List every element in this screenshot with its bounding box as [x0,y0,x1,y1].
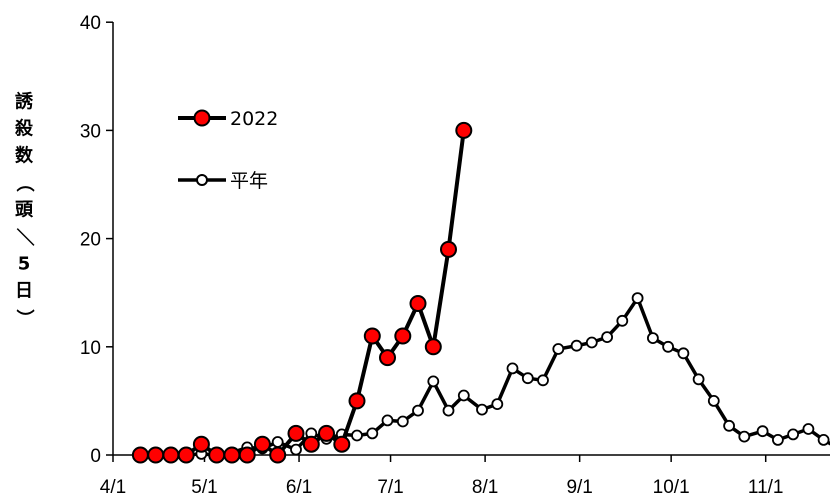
x-tick-label: 11/1 [748,477,784,498]
data-point [457,389,470,402]
data-point [290,443,302,456]
x-ticks: 4/1 5/1 6/1 7/1 8/1 9/1 10/1 11/1 [100,455,784,498]
data-point [647,332,659,345]
y-axis-label-char: 数 [15,145,34,167]
x-tick-label: 10/1 [653,477,690,498]
x-tick-label: 7/1 [377,477,403,498]
data-point [253,435,271,453]
y-tick-label: 0 [90,446,101,467]
data-point [271,436,284,448]
data-point [162,446,180,464]
data-point [521,372,534,385]
data-point [738,430,751,443]
series-2022 [131,121,473,464]
legend-label: 平年 [230,170,268,192]
data-point [366,427,379,440]
legend-item: 平年 [178,170,268,192]
data-point [131,446,149,464]
data-point [223,446,241,464]
data-point [379,349,396,367]
data-point [692,373,705,386]
data-point [476,403,488,416]
series-line [140,130,466,457]
data-point [601,331,613,344]
y-axis-label-char: ／ [14,228,35,246]
data-point [787,428,799,441]
data-point [442,404,455,417]
data-point [348,392,366,410]
legend: 2022 平年 [178,108,278,192]
y-tick-label: 10 [80,338,101,359]
data-point [631,292,644,305]
data-point [707,394,720,407]
data-point [440,240,457,258]
data-point [570,339,583,352]
data-point [427,375,440,388]
legend-marker [196,174,208,186]
y-axis-label-char: 殺 [14,118,34,140]
data-point [772,433,784,446]
data-point [238,446,256,464]
data-point [318,424,335,442]
y-axis-label-char: 誘 [15,91,34,113]
data-point [455,121,473,139]
x-tick-label: 5/1 [191,477,217,498]
data-point [394,327,412,345]
y-ticks: 0 10 20 30 40 [80,13,113,467]
y-axis-label-char: ） [14,309,35,327]
series-average [134,292,830,461]
data-point [616,314,629,327]
y-axis-label-char: 日 [15,281,33,302]
data-point [381,414,394,427]
data-point [269,446,287,464]
data-point [208,446,226,464]
data-point [506,362,519,375]
data-point [302,435,320,453]
x-tick-label: 4/1 [100,477,126,498]
data-point [802,423,815,435]
y-tick-label: 40 [80,13,101,34]
data-point [351,429,363,442]
data-point [333,435,351,453]
data-point [287,424,305,442]
data-point [756,425,769,438]
data-point [817,433,830,446]
y-axis-label-char: （ [14,174,35,192]
y-tick-label: 20 [80,230,101,251]
data-point [363,327,381,345]
x-tick-label: 9/1 [566,477,592,498]
data-point [491,398,504,411]
data-point [396,415,409,428]
y-axis-label: 誘殺数 （ 頭 ／ 5 日 ） [14,91,35,328]
x-tick-label: 6/1 [286,477,312,498]
series-group [131,121,830,464]
legend-label: 2022 [230,108,278,130]
data-point [723,419,735,432]
data-point [177,446,195,464]
axes [112,22,830,456]
x-tick-label: 8/1 [472,477,498,498]
data-point [147,446,165,464]
data-point [424,338,442,356]
data-point [192,435,210,453]
legend-marker [193,109,211,127]
y-axis-label-char: 5 [18,254,31,275]
data-point [677,347,690,360]
data-point [585,336,598,349]
y-axis-label-char: 頭 [15,200,34,221]
y-tick-label: 30 [80,121,101,142]
data-point [552,343,565,355]
series-line [140,296,830,457]
data-point [409,295,427,312]
data-point [412,404,424,417]
data-point [662,340,674,353]
legend-item: 2022 [178,108,278,130]
data-point [537,374,549,387]
